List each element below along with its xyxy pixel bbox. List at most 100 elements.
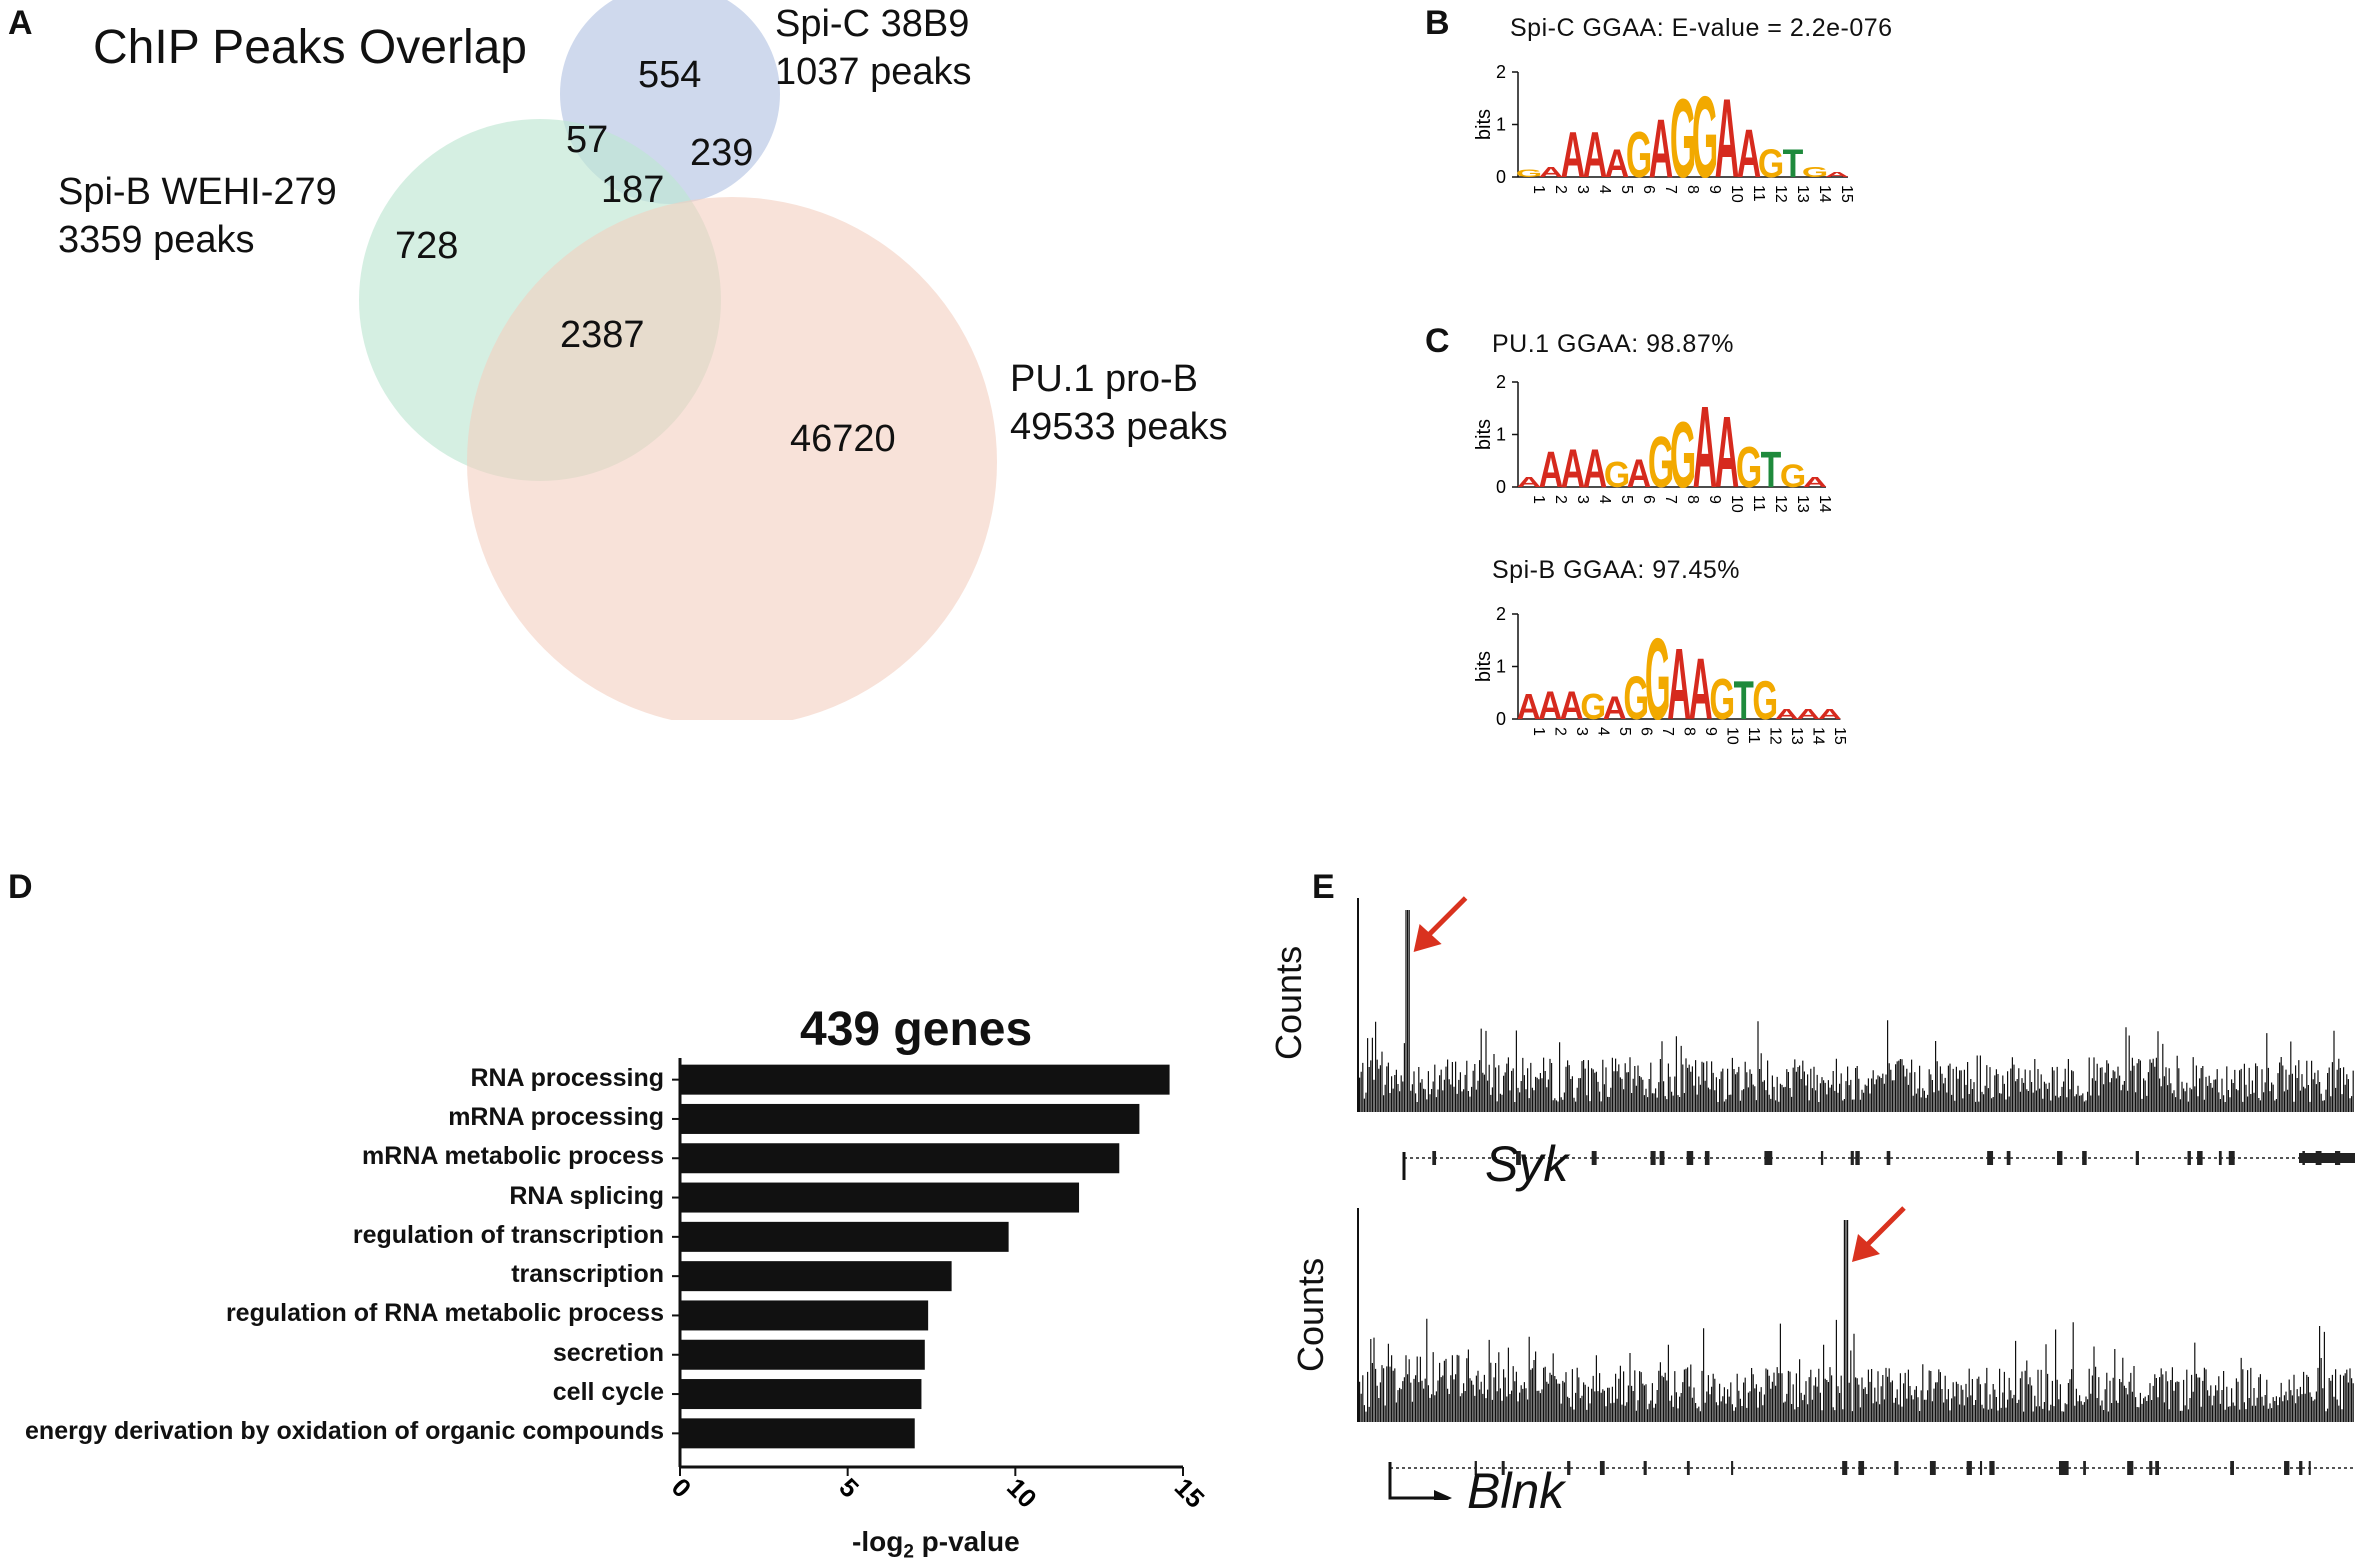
- motif-letter: A: [1693, 384, 1717, 513]
- motif-letter: T: [1734, 669, 1754, 731]
- motif-position-label: 11: [1750, 185, 1767, 202]
- motif-position-label: 4: [1594, 727, 1611, 736]
- motif-letter: A: [1775, 707, 1799, 723]
- category-label: regulation of transcription: [352, 1220, 664, 1249]
- gene-exon: [1704, 1151, 1710, 1165]
- venn-count-pu1-only: 46720: [790, 418, 896, 460]
- venn-circle-pu1: [467, 197, 997, 720]
- gene-exon: [2308, 1461, 2311, 1475]
- motif-position-label: 5: [1618, 495, 1635, 504]
- gene-exon: [1501, 1461, 1505, 1475]
- motif-position-label: 9: [1702, 727, 1719, 736]
- motif-letter: G: [1780, 459, 1806, 495]
- motif-ylabel: bits: [1473, 109, 1495, 140]
- motif-position-label: 11: [1750, 495, 1767, 512]
- venn-count-spic-pu1: 239: [690, 132, 754, 174]
- gene-exon: [1599, 1461, 1605, 1475]
- gene-exon: [2058, 1461, 2065, 1475]
- gene-exon: [2299, 1461, 2303, 1475]
- panel-label-a: A: [8, 4, 33, 42]
- gene-exon: [1989, 1461, 1995, 1475]
- motif-c1-title: PU.1 GGAA: 98.87%: [1492, 330, 1734, 358]
- category-label: transcription: [511, 1260, 664, 1289]
- motif-letter: A: [1517, 474, 1542, 491]
- gene-exon: [1820, 1151, 1824, 1165]
- bar-1: [680, 1103, 1140, 1134]
- motif-position-label: 15: [1831, 727, 1848, 745]
- motif-letter: G: [1670, 75, 1696, 201]
- motif-ytick: 2: [1496, 604, 1506, 624]
- gene-exon: [2218, 1151, 2222, 1165]
- venn-label-spib: Spi-B WEHI-279 3359 peaks: [58, 168, 337, 264]
- gene-exon: [2197, 1151, 2203, 1165]
- motif-position-label: 11: [1745, 727, 1762, 744]
- x-axis-label-main: -log: [852, 1526, 904, 1557]
- motif-letter: G: [1648, 422, 1674, 503]
- motif-position-label: 14: [1816, 495, 1833, 513]
- venn-label-spib-name: Spi-B WEHI-279: [58, 171, 337, 213]
- peak-arrow-line: [1862, 1206, 1906, 1250]
- tss-arrow: [1402, 1152, 1406, 1180]
- venn-count-spib-pu1: 2387: [560, 314, 645, 356]
- motif-letter: G: [1736, 436, 1762, 501]
- gene-exon: [1979, 1461, 1983, 1475]
- x-axis-label-subscript: 2: [903, 1541, 914, 1563]
- motif-letter: T: [1783, 141, 1804, 185]
- motif-position-label: 13: [1794, 185, 1811, 203]
- motif-letter: A: [1715, 397, 1739, 510]
- motif-letter: A: [1583, 119, 1607, 192]
- track-blnk: [1357, 1206, 2355, 1500]
- bar-9: [680, 1418, 915, 1449]
- gene-exon: [1858, 1461, 1865, 1475]
- gene-exon: [1567, 1461, 1571, 1475]
- motif-letter: A: [1561, 438, 1585, 499]
- motif-letter: G: [1670, 402, 1696, 507]
- venn-count-spic-only: 554: [638, 54, 702, 96]
- motif-position-label: 10: [1723, 727, 1740, 745]
- panel-label-c: C: [1425, 322, 1450, 360]
- venn-diagram: [359, 0, 997, 720]
- motif-position-label: 2: [1551, 727, 1568, 736]
- motif-ytick: 1: [1496, 425, 1506, 445]
- motif-position-label: 3: [1573, 727, 1590, 736]
- motif-position-label: 4: [1596, 185, 1613, 194]
- motif-position-label: 10: [1728, 495, 1745, 513]
- motif-letter: G: [1516, 167, 1542, 179]
- gene-exon: [2187, 1151, 2191, 1165]
- motif-position-label: 7: [1662, 495, 1679, 504]
- gene-exon: [2127, 1461, 2133, 1475]
- motif-position-label: 8: [1680, 727, 1697, 736]
- gene-exon: [2063, 1461, 2069, 1475]
- motif-letter: G: [1752, 669, 1778, 731]
- motif-letter: A: [1796, 707, 1820, 723]
- venn-count-spib-only: 728: [395, 225, 459, 267]
- motif-position-label: 14: [1816, 185, 1833, 203]
- motif-letter: A: [1603, 689, 1627, 726]
- x-tick-label: 0: [666, 1472, 697, 1503]
- panel-label-e: E: [1312, 868, 1335, 906]
- motif-ytick: 0: [1496, 167, 1506, 187]
- motif-letter: A: [1737, 116, 1761, 192]
- track-syk-ylabel: Counts: [1268, 945, 1309, 1060]
- motif-position-label: 9: [1706, 495, 1723, 504]
- motif-letter: A: [1803, 474, 1828, 491]
- gene-exon: [2149, 1461, 2153, 1475]
- motif-position-label: 6: [1637, 727, 1654, 736]
- motif-position-label: 15: [1838, 185, 1855, 203]
- motif-position-label: 8: [1684, 185, 1701, 194]
- motif-letter: G: [1692, 74, 1718, 203]
- motif-position-label: 1: [1530, 495, 1547, 504]
- motif-position-label: 1: [1530, 727, 1547, 736]
- bar-4: [680, 1221, 1009, 1252]
- motif-letter: A: [1539, 164, 1564, 181]
- gene-exon: [1929, 1461, 1936, 1475]
- venn-label-spic-peaks: 1037 peaks: [775, 51, 972, 93]
- motif-letter: A: [1825, 171, 1850, 179]
- gene-exon: [2155, 1461, 2160, 1475]
- motif-ytick: 0: [1496, 477, 1506, 497]
- peak-arrowhead: [1852, 1234, 1880, 1262]
- venn-count-all-three: 187: [601, 169, 665, 211]
- track-syk: [1357, 896, 2355, 1180]
